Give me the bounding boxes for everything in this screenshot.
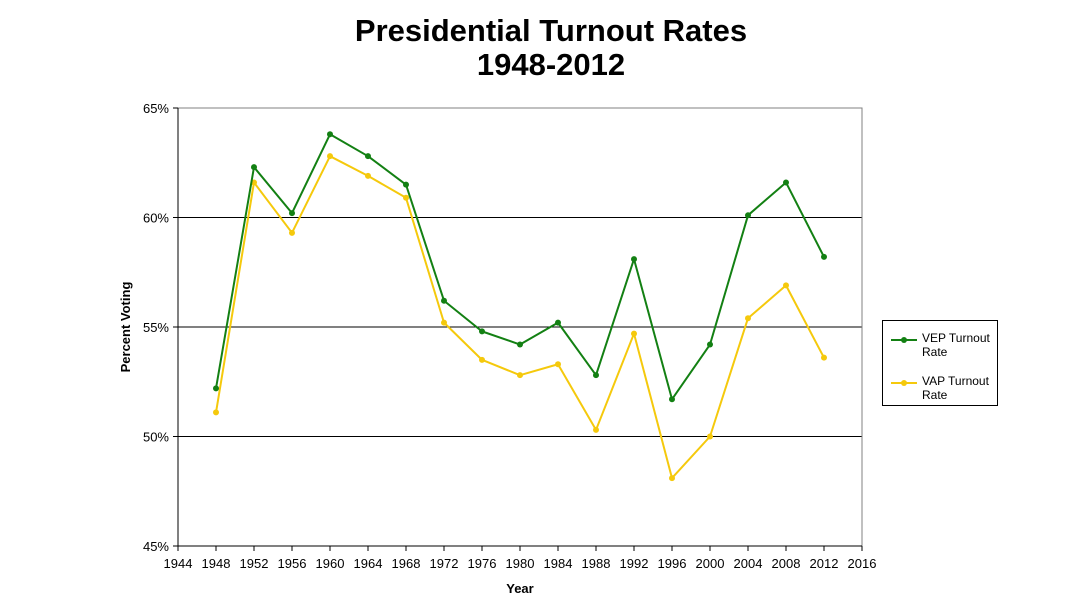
x-tick-label: 1948 bbox=[202, 556, 231, 571]
series-1 bbox=[213, 153, 827, 482]
x-tick-label: 2008 bbox=[772, 556, 801, 571]
legend-label: VAP Turnout Rate bbox=[922, 374, 989, 402]
legend-label: VEP Turnout Rate bbox=[922, 331, 990, 359]
x-tick-label: 1960 bbox=[316, 556, 345, 571]
gridlines bbox=[178, 217, 862, 437]
data-point-0-1988 bbox=[593, 372, 599, 379]
chart-title-line-2: 1948-2012 bbox=[476, 47, 626, 82]
x-tick-label: 1944 bbox=[164, 556, 193, 571]
x-tick-label: 1976 bbox=[468, 556, 497, 571]
x-tick-label: 2016 bbox=[848, 556, 877, 571]
x-axis-title: Year bbox=[506, 581, 533, 596]
data-point-1-1960 bbox=[327, 153, 333, 160]
legend-item: VAP Turnout Rate bbox=[891, 374, 995, 404]
data-point-0-1984 bbox=[555, 319, 561, 326]
legend-swatch bbox=[891, 378, 917, 388]
data-point-1-1964 bbox=[365, 172, 371, 179]
data-point-1-1972 bbox=[441, 319, 447, 326]
data-point-1-1956 bbox=[289, 229, 295, 236]
x-tick-label: 2000 bbox=[696, 556, 725, 571]
x-tick-label: 1988 bbox=[582, 556, 611, 571]
data-point-1-1980 bbox=[517, 372, 523, 379]
y-tick-label: 55% bbox=[143, 320, 169, 335]
data-point-1-1984 bbox=[555, 361, 561, 368]
x-tick-label: 1956 bbox=[278, 556, 307, 571]
x-tick-label: 1952 bbox=[240, 556, 269, 571]
x-tick-label: 2004 bbox=[734, 556, 763, 571]
data-point-0-1952 bbox=[251, 164, 257, 171]
x-tick-label: 1972 bbox=[430, 556, 459, 571]
data-point-0-1996 bbox=[669, 396, 675, 403]
data-point-0-1968 bbox=[403, 181, 409, 188]
y-tick-label: 65% bbox=[143, 101, 169, 116]
x-tick-label: 1964 bbox=[354, 556, 383, 571]
series-group bbox=[213, 131, 827, 482]
data-point-0-1948 bbox=[213, 385, 219, 392]
x-tick-label: 1992 bbox=[620, 556, 649, 571]
data-point-1-1948 bbox=[213, 409, 219, 416]
data-point-1-2008 bbox=[783, 282, 789, 289]
data-point-1-1992 bbox=[631, 330, 637, 337]
legend-item: VEP Turnout Rate bbox=[891, 331, 995, 361]
x-tick-label: 1980 bbox=[506, 556, 535, 571]
series-0 bbox=[213, 131, 827, 403]
y-axis-title: Percent Voting bbox=[118, 282, 133, 373]
data-point-0-2012 bbox=[821, 253, 827, 260]
data-point-0-1972 bbox=[441, 297, 447, 304]
x-axis-ticks: 1944 1948 1952 1956 1960 1964 1968 1972 1976 1980… bbox=[164, 546, 877, 571]
data-point-0-1960 bbox=[327, 131, 333, 138]
y-tick-label: 50% bbox=[143, 430, 169, 445]
data-point-1-2004 bbox=[745, 315, 751, 322]
y-tick-label: 45% bbox=[143, 539, 169, 554]
legend: VEP Turnout Rate VAP Turnout Rate bbox=[882, 320, 998, 406]
data-point-0-2004 bbox=[745, 212, 751, 219]
data-point-0-2000 bbox=[707, 341, 713, 348]
x-tick-label: 1984 bbox=[544, 556, 573, 571]
data-point-0-1976 bbox=[479, 328, 485, 335]
data-point-0-2008 bbox=[783, 179, 789, 186]
x-tick-label: 2012 bbox=[810, 556, 839, 571]
series-line-0 bbox=[215, 133, 825, 401]
data-point-1-2000 bbox=[707, 433, 713, 440]
legend-swatch-marker bbox=[901, 380, 907, 386]
data-point-1-1996 bbox=[669, 475, 675, 482]
y-axis-ticks: 45% 50% 55% 60% 65% bbox=[143, 101, 178, 554]
x-tick-label: 1996 bbox=[658, 556, 687, 571]
data-point-1-1976 bbox=[479, 356, 485, 363]
legend-swatch bbox=[891, 335, 917, 345]
data-point-0-1956 bbox=[289, 210, 295, 217]
data-point-0-1980 bbox=[517, 341, 523, 348]
series-line-1 bbox=[215, 155, 825, 480]
chart-title: Presidential Turnout Rates 1948-2012 bbox=[0, 14, 1077, 82]
data-point-1-1968 bbox=[403, 194, 409, 201]
y-tick-label: 60% bbox=[143, 211, 169, 226]
x-tick-label: 1968 bbox=[392, 556, 421, 571]
legend-swatch-marker bbox=[901, 337, 907, 343]
data-point-0-1964 bbox=[365, 153, 371, 160]
chart-title-line-1: Presidential Turnout Rates bbox=[354, 13, 748, 48]
data-point-1-1988 bbox=[593, 426, 599, 433]
data-point-1-2012 bbox=[821, 354, 827, 361]
data-point-0-1992 bbox=[631, 256, 637, 263]
